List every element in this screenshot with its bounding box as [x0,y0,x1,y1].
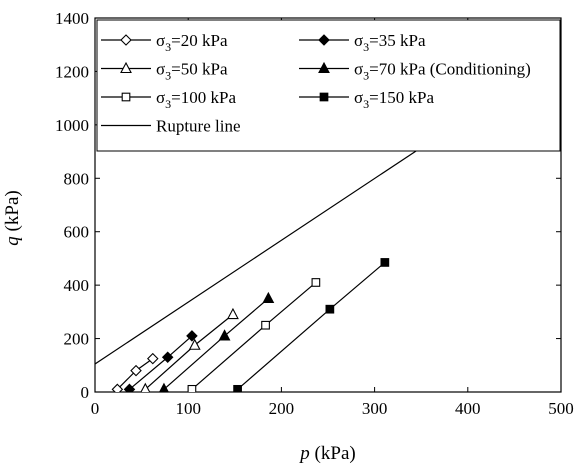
y-tick-label: 600 [64,223,90,242]
data-point [111,383,124,392]
series-line [191,282,317,390]
plot-frame [94,17,562,393]
legend-marker [318,61,330,74]
x-tick-label: 100 [175,399,201,418]
series-2 [140,307,239,392]
data-point [325,304,335,314]
series-4 [187,278,321,392]
y-tick-label: 1400 [55,9,89,28]
data-point [233,384,242,392]
legend-marker [318,34,330,46]
x-tick-label: 500 [548,399,574,418]
data-point [187,384,197,392]
legend-marker [120,61,132,74]
y-tick-label: 200 [64,330,90,349]
data-point [186,330,198,342]
data-point [262,291,275,304]
legend-item: σ3=70 kPa (Conditioning) [299,60,531,83]
x-tick-label: 200 [269,399,295,418]
series-5 [233,258,390,392]
legend-item: σ3=150 kPa [299,88,434,111]
x-tick-label: 300 [362,399,388,418]
data-point [227,307,239,320]
legend-item: σ3=35 kPa [299,31,426,54]
y-tick-label: 400 [64,276,90,295]
data-point [218,329,231,341]
y-axis-label: q (kPa) [2,190,23,245]
data-point [161,351,174,364]
series-6 [95,147,422,365]
legend-label: σ3=20 kPa [156,31,228,54]
data-point [261,320,270,330]
y-tick-label: 1200 [55,62,89,81]
series-line [95,147,422,365]
data-point [380,258,390,267]
legend-label: σ3=50 kPa [156,60,228,83]
data-point [140,382,151,392]
data-point [130,364,142,377]
x-axis-label: p (kPa) [298,443,355,464]
legend-marker [121,92,131,102]
legend-label: σ3=100 kPa [156,88,236,111]
axes: 0 100 200 300 400 500 0 200 400 600 800 1000 1200 140… [55,9,574,418]
legend-marker [120,34,132,46]
legend-item: σ3=50 kPa [101,60,228,83]
legend-marker [319,92,329,102]
x-tick-label: 400 [455,399,481,418]
legend-label: σ3=70 kPa (Conditioning) [354,60,531,83]
series-line [129,335,193,390]
series-3 [159,291,275,392]
series-0 [111,352,159,392]
data-point [159,382,169,392]
legend-label: Rupture line [156,117,241,136]
plot-marks [95,147,422,392]
legend: σ3=20 kPa σ3=35 kPa σ3=50 kPa σ3=70 kPa (Co… [96,19,561,152]
data-point [188,338,201,350]
data-point [123,383,136,392]
series-1 [123,330,198,392]
y-tick-label: 800 [64,169,90,188]
y-tick-label: 0 [81,383,90,402]
data-point [147,352,159,365]
series-line [237,261,386,390]
legend-item: σ3=20 kPa [101,31,228,54]
legend-item: σ3=100 kPa [101,88,236,111]
legend-label: σ3=150 kPa [354,88,434,111]
data-point [311,278,321,287]
legend-box [96,19,561,152]
legend-item: Rupture line [101,117,241,136]
series-line [144,314,234,390]
legend-label: σ3=35 kPa [354,31,426,54]
y-tick-label: 1000 [55,116,89,135]
x-tick-label: 0 [91,399,100,418]
